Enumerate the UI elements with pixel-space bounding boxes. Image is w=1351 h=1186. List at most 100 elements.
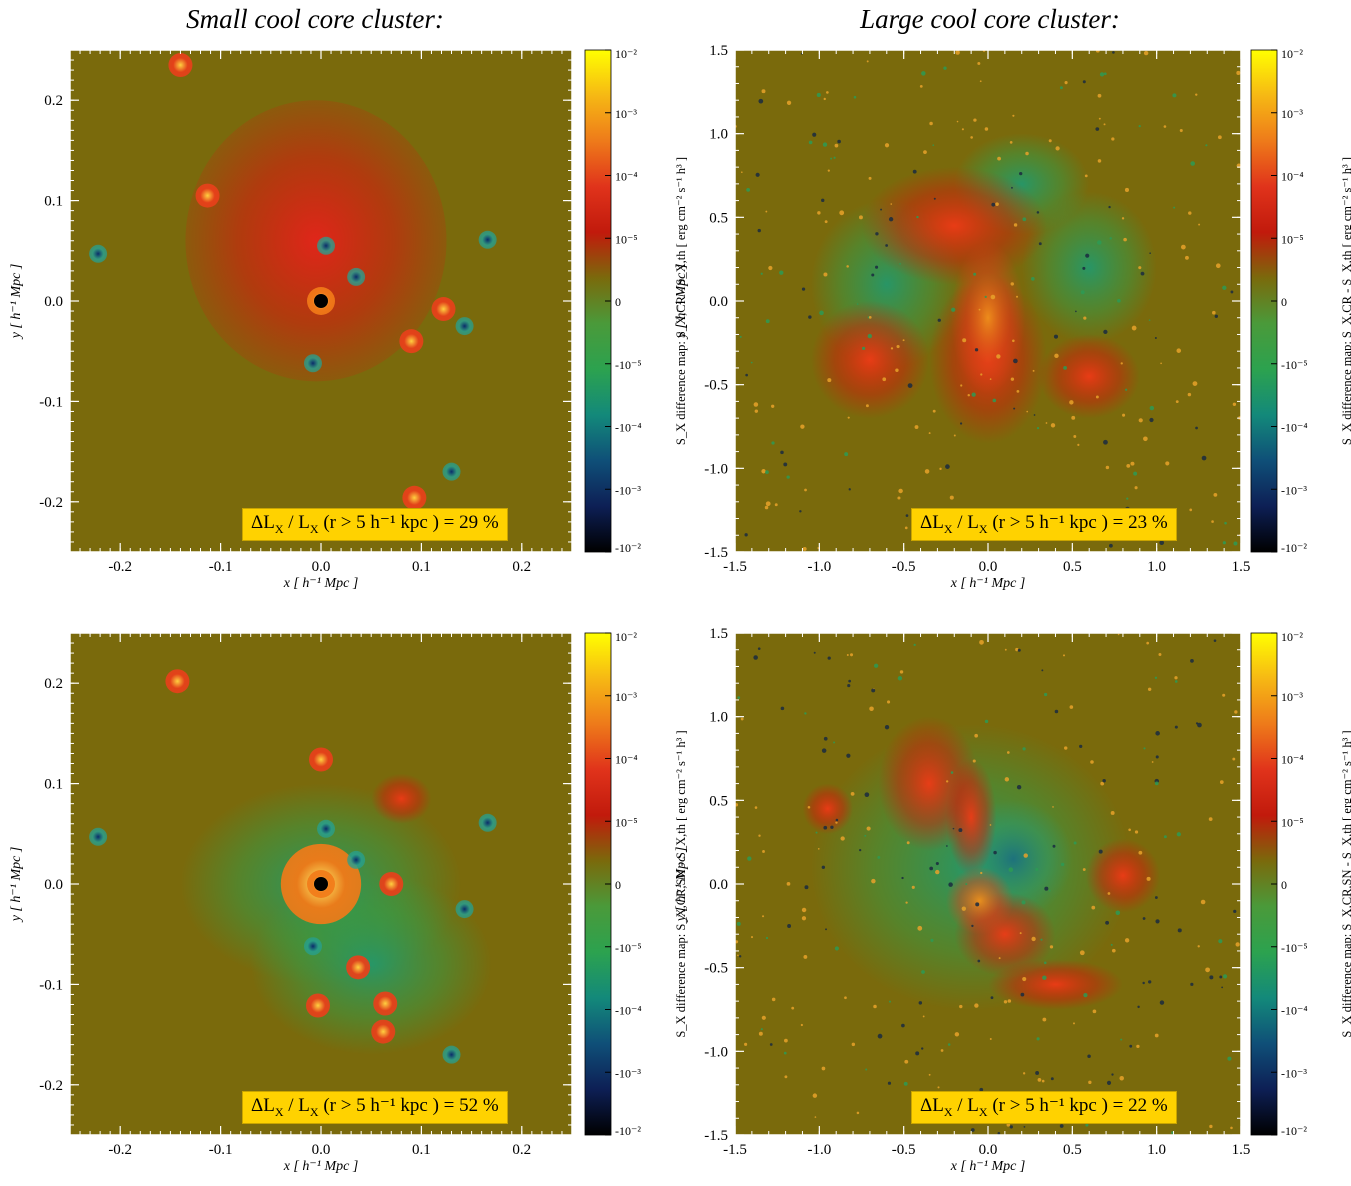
speckle xyxy=(1179,129,1183,133)
speckle xyxy=(780,706,785,711)
speckle xyxy=(801,287,806,291)
y-tick-label: 1.0 xyxy=(709,710,728,726)
y-tick-label: 0.0 xyxy=(709,877,728,893)
speckle xyxy=(736,921,741,926)
speckle xyxy=(786,881,791,886)
speckle xyxy=(1075,310,1077,313)
speckle xyxy=(904,526,908,530)
speckle xyxy=(1032,369,1035,372)
speckle xyxy=(1106,1080,1112,1085)
region-pos xyxy=(945,758,997,877)
speckle xyxy=(1031,277,1035,281)
colorbar-tick-label: 10⁻⁵ xyxy=(615,232,638,246)
speckle xyxy=(1040,938,1043,941)
speckle xyxy=(851,1042,856,1047)
colorbar-tick-label: 0 xyxy=(615,878,621,892)
speckle xyxy=(979,1087,984,1092)
speckle xyxy=(1008,867,1014,873)
speckle xyxy=(1149,417,1154,423)
plot-area xyxy=(70,50,572,552)
speckle xyxy=(801,907,807,913)
speckle xyxy=(1149,405,1155,411)
speckle xyxy=(1195,426,1198,430)
x-tick-label: -1.0 xyxy=(807,1142,831,1158)
speckle xyxy=(1147,687,1152,691)
speckle xyxy=(864,834,867,837)
speckle xyxy=(1013,407,1016,410)
speckle xyxy=(980,373,983,376)
speckle xyxy=(885,244,889,247)
speckle xyxy=(956,120,959,123)
speckle xyxy=(1050,1077,1054,1081)
speckle xyxy=(952,827,955,830)
speckle xyxy=(1142,981,1145,985)
speckle xyxy=(1138,850,1143,855)
speckle xyxy=(1103,72,1107,76)
speckle xyxy=(1085,253,1090,258)
speckle xyxy=(1124,187,1129,192)
speckle xyxy=(774,503,778,507)
speckle xyxy=(884,725,890,730)
speckle xyxy=(833,741,836,744)
positive-blob xyxy=(379,872,404,896)
speckle xyxy=(960,384,963,387)
speckle xyxy=(1109,543,1113,548)
speckle xyxy=(761,469,766,474)
speckle xyxy=(840,836,845,841)
colorbar-tick-label: 10⁻² xyxy=(1281,630,1303,644)
speckle xyxy=(1073,435,1077,438)
x-axis-label: x [ h⁻¹ Mpc ] xyxy=(950,576,1026,591)
colorbar-tick-label: 10⁻⁴ xyxy=(615,170,638,184)
speckle xyxy=(991,202,996,207)
speckle xyxy=(1062,654,1066,657)
right-column-title: Large cool core cluster: xyxy=(860,4,1120,34)
speckle xyxy=(1022,217,1027,222)
speckle xyxy=(1108,205,1111,209)
speckle xyxy=(765,210,768,213)
y-axis-label: y [ h⁻¹ Mpc ] xyxy=(9,847,24,924)
speckle xyxy=(884,143,890,148)
speckle xyxy=(764,505,769,510)
negative-blob xyxy=(478,813,497,832)
speckle xyxy=(979,80,982,83)
speckle xyxy=(1218,939,1223,944)
colorbar-tick-label: 10⁻³ xyxy=(1281,690,1303,704)
annotation-part: ΔL xyxy=(920,1095,944,1116)
speckle xyxy=(859,848,862,852)
speckle xyxy=(1154,676,1158,679)
speckle xyxy=(1015,647,1019,652)
speckle xyxy=(739,335,742,338)
luminosity-difference-annotation: ΔLX / LX (r > 5 h⁻¹ kpc ) = 22 % xyxy=(911,1091,1177,1124)
speckle xyxy=(786,100,792,105)
x-tick-label: 0.1 xyxy=(412,559,431,575)
speckle xyxy=(1009,1125,1013,1129)
speckle xyxy=(935,861,939,866)
region-pos xyxy=(988,959,1123,1010)
positive-blob xyxy=(168,53,193,78)
speckle xyxy=(1200,899,1206,905)
speckle xyxy=(993,850,997,855)
colorbar-tick-label: 10⁻³ xyxy=(1281,107,1303,121)
y-tick-label: 0.5 xyxy=(709,210,728,226)
y-tick-label: -1.5 xyxy=(704,545,728,561)
speckle xyxy=(848,488,851,491)
colorbar-tick-label: 10⁻² xyxy=(615,630,637,644)
negative-blob xyxy=(303,354,322,373)
speckle xyxy=(1146,641,1150,645)
speckle xyxy=(1187,392,1192,397)
y-tick-label: -0.2 xyxy=(39,1078,63,1094)
speckle xyxy=(1069,400,1074,405)
speckle xyxy=(865,1068,868,1071)
speckle xyxy=(784,1038,788,1043)
speckle xyxy=(1219,780,1224,784)
speckle xyxy=(920,1047,924,1050)
speckle xyxy=(984,127,989,131)
speckle xyxy=(1020,992,1025,997)
speckle xyxy=(953,434,956,437)
annotation-subscript: X xyxy=(978,521,988,536)
speckle xyxy=(875,232,879,236)
speckle xyxy=(1083,992,1088,998)
speckle xyxy=(821,1066,826,1071)
speckle xyxy=(1138,266,1142,270)
speckle xyxy=(1079,744,1083,748)
